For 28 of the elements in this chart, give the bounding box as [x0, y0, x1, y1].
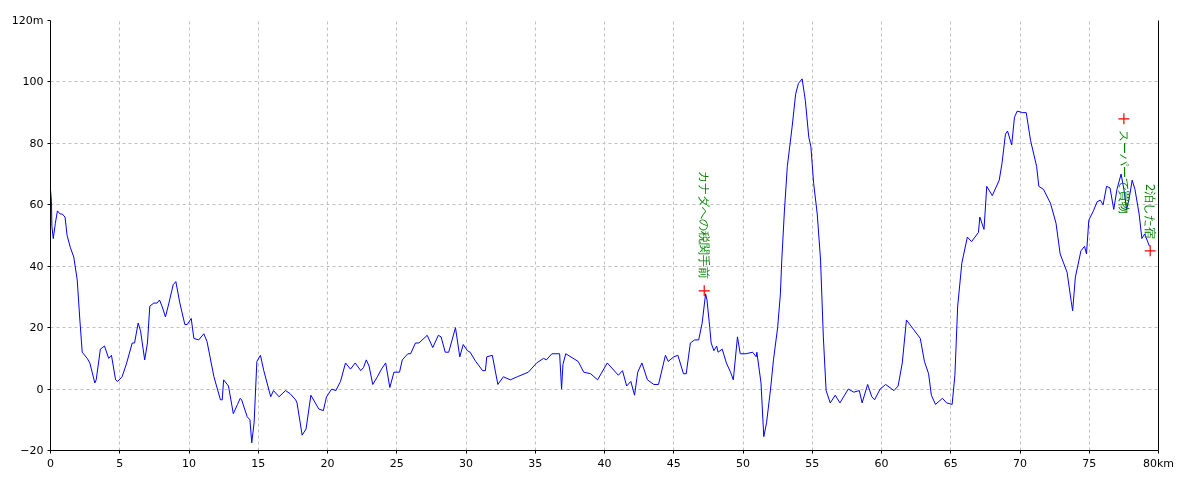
annotation: カナダへの税関手前 [697, 171, 712, 280]
annotation: スーパーで買物 [1116, 130, 1131, 215]
y-tick-label: 0 [36, 382, 44, 396]
y-tick-label: 80 [29, 136, 44, 150]
x-tick-label: 65 [943, 456, 958, 470]
y-tick-label: 120m [11, 14, 44, 27]
y-tick-label: 20 [29, 321, 44, 335]
x-tick-label: 15 [251, 456, 266, 470]
y-tick-label: 40 [29, 259, 44, 273]
x-tick-label: 5 [116, 456, 124, 470]
x-tick-label: 35 [528, 456, 543, 470]
x-tick-label: 80km [1142, 456, 1175, 470]
x-tick-label: 55 [805, 456, 820, 470]
x-tick-label: 45 [666, 456, 681, 470]
y-tick-label: 60 [29, 198, 44, 212]
x-tick-label: 0 [47, 456, 54, 470]
y-tick-label: 100 [22, 75, 44, 89]
x-tick-label: 25 [389, 456, 404, 470]
x-tick-label: 60 [874, 456, 889, 470]
y-tick-label: −20 [20, 444, 44, 457]
x-tick-label: 50 [736, 456, 750, 470]
x-tick-label: 20 [320, 456, 335, 470]
x-tick-label: 40 [597, 456, 612, 470]
x-tick-label: 10 [182, 456, 196, 470]
x-tick-label: 75 [1082, 456, 1097, 470]
x-tick-label: 30 [459, 456, 473, 470]
x-tick-label: 70 [1013, 456, 1027, 470]
annotation: 2泊した宿 [1143, 183, 1158, 240]
